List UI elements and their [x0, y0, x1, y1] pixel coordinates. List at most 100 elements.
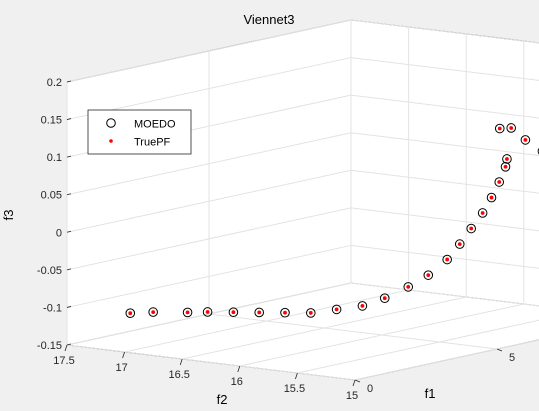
f2-tick-label: 16	[231, 376, 243, 388]
truepf-point	[308, 311, 313, 315]
grid-lines	[66, 19, 539, 381]
moedo-point	[182, 307, 193, 318]
f2-tick-label: 17.5	[53, 355, 74, 367]
moedo-point	[306, 308, 316, 318]
f1-tick	[354, 379, 361, 383]
f2-tick-label: 16.5	[168, 369, 189, 381]
legend-box	[87, 109, 192, 155]
f3-tick	[66, 230, 72, 233]
moedo-point	[502, 154, 512, 164]
truepf-point	[231, 310, 236, 315]
truepf-point	[503, 164, 508, 169]
grid-line-f3	[66, 207, 352, 271]
grid-line-f2	[297, 319, 539, 374]
truepf-point	[283, 310, 287, 315]
f2-tick	[352, 379, 356, 387]
moedo-point	[494, 123, 505, 134]
moedo-point	[148, 307, 158, 317]
grid-line-f3	[350, 132, 539, 157]
back-pane-f2	[351, 20, 539, 306]
f2-tick	[295, 372, 298, 380]
truepf-point	[185, 310, 190, 315]
y-axis-label: f2	[217, 392, 228, 407]
grid-line-f1	[208, 313, 498, 350]
moedo-point	[442, 254, 452, 265]
truepf-point	[151, 310, 156, 315]
f1-tick	[496, 348, 503, 352]
moedo-point	[494, 177, 505, 187]
grid-line-f3	[66, 282, 352, 346]
grid-line-f3	[350, 169, 539, 194]
grid-line-f2	[182, 296, 467, 360]
grid-line-f3	[350, 207, 539, 232]
legend-truepf-label: TruePF	[134, 137, 171, 149]
legend[interactable]: MOEDO TruePF	[87, 109, 192, 155]
moedo-point	[202, 307, 213, 317]
f3-tick-label: -0.05	[37, 265, 62, 277]
f3-tick-label: 0	[56, 227, 62, 239]
f3-tick	[66, 118, 72, 120]
truepf-point	[469, 226, 474, 231]
grid-line-f3	[350, 282, 539, 307]
moedo-point	[228, 307, 239, 318]
moedo-point	[506, 123, 517, 133]
moedo-point	[466, 223, 477, 234]
moedo-point	[331, 304, 342, 315]
legend-moedo-marker	[106, 118, 116, 128]
f2-tick-label: 17	[115, 362, 127, 374]
f2-tick-label: 15.5	[284, 383, 305, 395]
moedo-point	[379, 293, 390, 304]
f2-tick	[64, 344, 68, 352]
truepf-point	[505, 157, 509, 161]
f3-tick-label: -0.15	[37, 340, 62, 352]
x-axis-label: f1	[425, 386, 436, 401]
truepf-point	[509, 126, 514, 130]
f3-tick	[66, 155, 72, 158]
grid-line-f3	[66, 19, 352, 83]
grid-line-f3	[350, 57, 539, 81]
moedo-point	[454, 239, 465, 249]
plot-area[interactable]	[125, 123, 539, 318]
grid-line-f3	[350, 19, 539, 44]
truepf-point	[360, 303, 365, 308]
f1-tick-label: 0	[367, 383, 373, 395]
grid-line-f3	[66, 169, 352, 233]
truepf-point	[382, 296, 387, 301]
legend-moedo-label: MOEDO	[134, 119, 176, 131]
f3-tick-label: 0.05	[41, 190, 62, 202]
moedo-point	[477, 208, 488, 218]
axes-box	[66, 19, 539, 381]
f3-tick-label: 0.15	[41, 115, 62, 127]
truepf-point	[128, 311, 133, 316]
f2-tick	[122, 351, 125, 359]
truepf-point	[205, 310, 210, 314]
grid-line-f2	[124, 289, 409, 353]
moedo-point	[280, 307, 290, 318]
truepf-point	[406, 284, 411, 289]
f1-tick-label: 5	[509, 352, 515, 364]
truepf-point	[489, 195, 494, 200]
truepf-point	[523, 138, 528, 142]
moedo-point	[520, 135, 531, 145]
f3-tick	[66, 193, 72, 196]
f3-tick	[66, 80, 72, 83]
moedo-point	[254, 307, 265, 318]
moedo-point	[125, 308, 136, 318]
truepf-point	[497, 180, 502, 184]
truepf-point	[480, 211, 485, 215]
f2-tick-label: 15	[346, 390, 358, 402]
f3-tick	[66, 343, 72, 346]
f3-tick-label: 0.2	[47, 77, 62, 89]
grid-line-f3	[350, 244, 539, 269]
truepf-point	[257, 310, 262, 315]
grid-line-f1	[66, 344, 356, 381]
legend-truepf-marker	[109, 139, 113, 143]
chart-title: Viennet3	[243, 12, 294, 27]
f2-tick	[237, 365, 241, 373]
moedo-point	[357, 301, 368, 311]
grid-line-f3	[66, 57, 352, 121]
truepf-point	[457, 242, 462, 247]
moedo-point	[537, 147, 539, 155]
moedo-point	[403, 282, 414, 292]
